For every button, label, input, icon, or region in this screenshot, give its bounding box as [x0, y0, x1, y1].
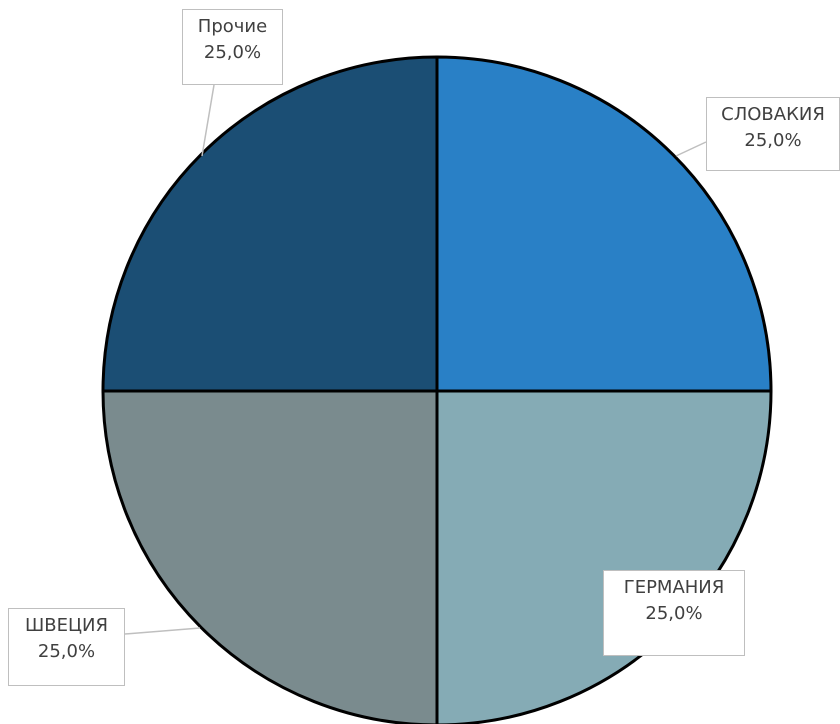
pie-slice-slovakia: [435, 55, 773, 393]
callout-other: Прочие 25,0%: [182, 9, 283, 85]
slice-label-other: Прочие: [197, 16, 268, 37]
slice-label-sweden: ШВЕЦИЯ: [25, 615, 108, 636]
callout-slovakia: СЛОВАКИЯ 25,0%: [706, 97, 840, 171]
slice-value-germany: 25,0%: [645, 603, 703, 624]
slice-label-germany: ГЕРМАНИЯ: [623, 577, 725, 598]
slice-value-other: 25,0%: [203, 42, 262, 63]
callout-sweden: ШВЕЦИЯ 25,0%: [8, 608, 125, 686]
slice-value-slovakia: 25,0%: [744, 130, 802, 151]
pie-slice-germany: [435, 389, 773, 724]
pie-slice-sweden: [101, 389, 439, 724]
slice-label-slovakia: СЛОВАКИЯ: [721, 104, 825, 125]
pie-slice-other: [101, 55, 439, 393]
leader-sweden: [124, 627, 201, 635]
leader-slovakia: [675, 141, 707, 157]
callout-germany: ГЕРМАНИЯ 25,0%: [603, 570, 745, 656]
slice-value-sweden: 25,0%: [37, 641, 96, 662]
leader-other: [201, 84, 215, 157]
